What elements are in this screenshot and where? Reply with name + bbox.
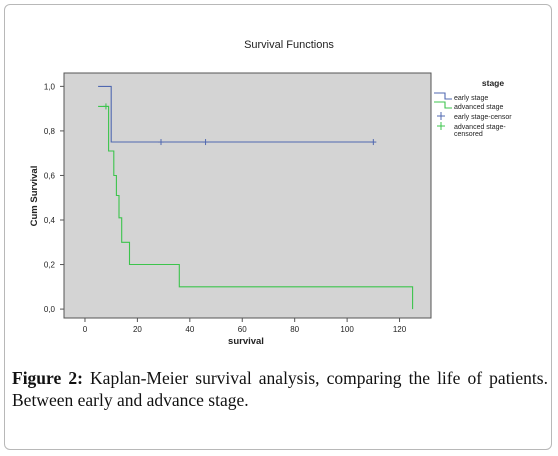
censor-mark	[157, 139, 164, 146]
legend-items: early stage advanced stage early stage-cen…	[434, 92, 512, 138]
y-tick-label: 0,8	[44, 127, 56, 136]
legend-item: advanced stage-censored	[437, 122, 506, 138]
legend-label: early stage	[454, 95, 488, 102]
legend-item: early stage-censor	[437, 112, 512, 121]
figure-caption: Figure 2: Kaplan-Meier survival analysis…	[12, 367, 548, 411]
x-tick-label: 80	[290, 325, 299, 334]
x-tick-label: 40	[185, 325, 194, 334]
y-tick-label: 1,0	[44, 82, 56, 91]
plot-area	[63, 72, 432, 319]
y-tick-label: 0,2	[44, 261, 56, 270]
legend-label: early stage-censor	[454, 114, 512, 121]
series-layer	[98, 85, 414, 310]
series-line-0	[98, 85, 374, 143]
y-tick-label: 0,0	[44, 305, 56, 314]
censor-mark	[370, 139, 377, 146]
figure-frame	[4, 4, 552, 450]
legend-item: early stage	[434, 92, 488, 102]
caption-text: Kaplan-Meier survival analysis, comparin…	[12, 368, 548, 410]
y-tick-label: 0,6	[44, 171, 56, 180]
x-axis-ticks: 0 20 40 60 80 100 120	[83, 318, 407, 334]
legend-title: stage	[482, 78, 504, 88]
caption-label: Figure 2:	[12, 368, 83, 388]
x-tick-label: 60	[238, 325, 247, 334]
x-tick-label: 120	[393, 325, 407, 334]
legend-line-swatch	[434, 92, 452, 100]
y-axis-label: Cum Survival	[29, 166, 40, 227]
x-tick-label: 20	[133, 325, 142, 334]
censor-mark	[202, 139, 209, 146]
x-axis-label: survival	[228, 336, 264, 347]
x-tick-label: 100	[340, 325, 354, 334]
legend-item: advanced stage	[434, 101, 504, 111]
series-line-1	[98, 105, 414, 310]
legend-line-swatch	[434, 101, 452, 109]
legend-label-line2: censored	[454, 131, 483, 138]
y-tick-label: 0,4	[44, 216, 56, 225]
chart-title: Survival Functions	[244, 39, 334, 51]
legend-label: advanced stage-	[454, 124, 506, 131]
legend-label: advanced stage	[454, 104, 504, 111]
survival-chart: Survival Functions 0,0 0,2 0,4 0,6 0,8 1,0 0 2…	[29, 39, 512, 347]
x-tick-label: 0	[83, 325, 88, 334]
y-axis-ticks: 0,0 0,2 0,4 0,6 0,8 1,0	[44, 82, 64, 314]
censor-mark	[102, 103, 109, 110]
